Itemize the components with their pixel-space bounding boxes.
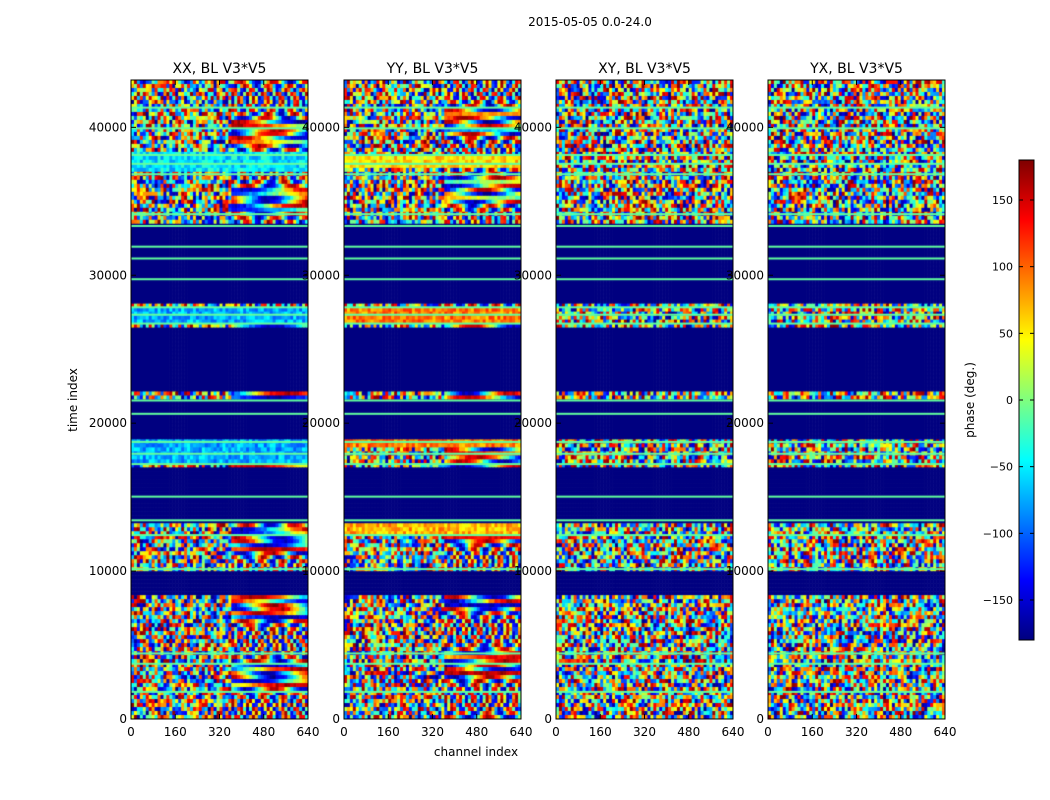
y-tick-label: 10000	[89, 564, 127, 578]
y-tick-label: 20000	[726, 416, 764, 430]
x-tick-label: 480	[252, 725, 275, 739]
x-tick-label: 320	[421, 725, 444, 739]
y-tick-label: 0	[756, 712, 764, 726]
heatmap-canvas-yy	[344, 80, 521, 719]
y-tick-label: 40000	[514, 120, 552, 134]
x-tick-label: 480	[677, 725, 700, 739]
x-tick-label: 640	[510, 725, 533, 739]
x-tick-label: 480	[889, 725, 912, 739]
colorbar-tick-label: −50	[990, 461, 1013, 474]
x-axis-label: channel index	[434, 745, 518, 759]
colorbar-tick-label: 50	[999, 327, 1013, 340]
colorbar-tick-label: 100	[992, 261, 1013, 274]
y-tick-label: 0	[332, 712, 340, 726]
y-tick-label: 20000	[514, 416, 552, 430]
x-tick-label: 320	[845, 725, 868, 739]
y-tick-label: 30000	[514, 268, 552, 282]
y-tick-label: 40000	[726, 120, 764, 134]
y-tick-label: 20000	[302, 416, 340, 430]
y-tick-label: 40000	[302, 120, 340, 134]
colorbar-tick-label: −150	[983, 594, 1013, 607]
y-tick-label: 30000	[726, 268, 764, 282]
colorbar: −150 −100 −50 0 50 100 150	[983, 159, 1035, 641]
x-tick-label: 160	[589, 725, 612, 739]
x-tick-label: 320	[633, 725, 656, 739]
y-tick-label: 30000	[89, 268, 127, 282]
x-tick-label: 0	[127, 725, 135, 739]
x-tick-label: 320	[208, 725, 231, 739]
colorbar-tick-label: 0	[1006, 394, 1013, 407]
colorbar-label: phase (deg.)	[963, 362, 977, 438]
figure-suptitle: 2015-05-05 0.0-24.0	[528, 15, 652, 29]
y-tick-label: 30000	[302, 268, 340, 282]
y-tick-label: 10000	[726, 564, 764, 578]
panel-title: YY, BL V3*V5	[386, 61, 479, 77]
heatmap-yx	[768, 80, 945, 719]
y-tick-label: 20000	[89, 416, 127, 430]
y-tick-label: 10000	[514, 564, 552, 578]
panel-title: XY, BL V3*V5	[598, 61, 691, 77]
panel-xx: XX, BL V3*V5 0 160 320 480 640 0 10000 20000 3000…	[89, 61, 320, 739]
x-tick-label: 160	[164, 725, 187, 739]
heatmap-canvas-yx	[768, 80, 945, 719]
panel-title: YX, BL V3*V5	[809, 61, 903, 77]
x-tick-label: 160	[801, 725, 824, 739]
heatmap-canvas-xx	[131, 80, 308, 719]
heatmap-xx	[131, 80, 308, 719]
heatmap-xy	[556, 80, 733, 719]
x-tick-label: 640	[934, 725, 957, 739]
x-tick-label: 0	[552, 725, 560, 739]
y-tick-label: 0	[119, 712, 127, 726]
colorbar-tick-label: 150	[992, 194, 1013, 207]
y-tick-label: 10000	[302, 564, 340, 578]
x-tick-label: 480	[465, 725, 488, 739]
y-tick-label: 40000	[89, 120, 127, 134]
panel-title: XX, BL V3*V5	[173, 61, 267, 77]
x-tick-label: 0	[340, 725, 348, 739]
heatmap-yy	[344, 80, 521, 719]
panel-yy: YY, BL V3*V5 0 160 320 480 640 0 10000 20000 3000…	[302, 61, 533, 739]
x-tick-label: 0	[764, 725, 772, 739]
x-tick-label: 160	[377, 725, 400, 739]
x-tick-label: 640	[722, 725, 745, 739]
panel-xy: XY, BL V3*V5 0 160 320 480 640 0 10000 20000 3000…	[514, 61, 745, 739]
x-tick-label: 640	[297, 725, 320, 739]
y-axis-label: time index	[66, 368, 80, 432]
colorbar-tick-label: −100	[983, 527, 1013, 540]
y-tick-label: 0	[544, 712, 552, 726]
heatmap-canvas-xy	[556, 80, 733, 719]
panel-yx: YX, BL V3*V5 0 160 320 480 640 0 10000 20000 3000…	[726, 61, 957, 739]
panels-group: XX, BL V3*V5 0 160 320 480 640 0 10000 20000 3000…	[89, 61, 957, 739]
